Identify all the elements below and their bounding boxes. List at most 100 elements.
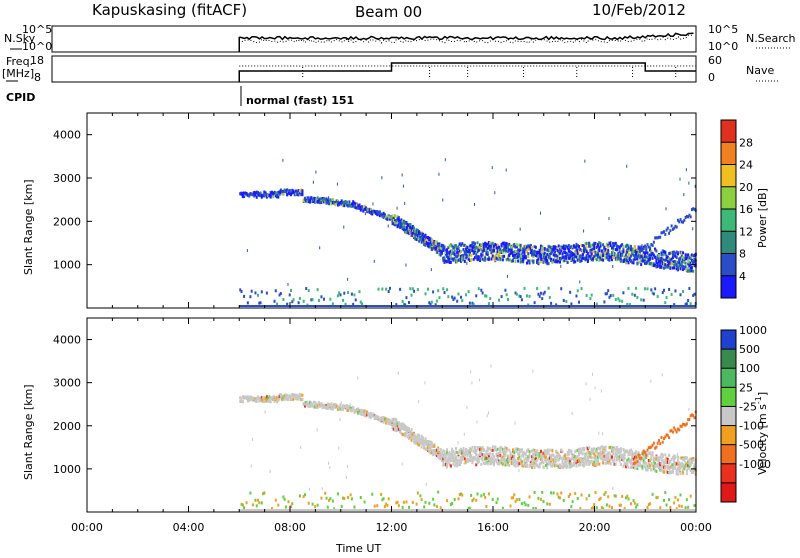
echo-mark: [561, 459, 564, 463]
echo-mark: [248, 398, 251, 402]
echo-mark: [491, 252, 494, 256]
echo-mark: [665, 296, 668, 300]
echo-mark: [679, 466, 682, 470]
echo-mark: [297, 397, 300, 401]
echo-mark: [515, 245, 518, 249]
echo-mark: [482, 242, 485, 246]
echo-mark: [660, 258, 663, 262]
echo-mark: [650, 453, 653, 457]
echo-mark: [646, 243, 649, 247]
echo-mark: [375, 210, 378, 214]
echo-mark: [610, 241, 613, 245]
echo-mark: [586, 459, 589, 463]
echo-mark: [692, 414, 695, 418]
echo-mark: [468, 447, 471, 451]
echo-mark: [569, 462, 572, 466]
echo-mark: [659, 265, 662, 269]
echo-mark: [605, 252, 608, 256]
echo-mark: [541, 257, 544, 261]
echo-mark: [675, 267, 678, 271]
echo-mark: [420, 445, 423, 449]
echo-mark: [597, 455, 600, 459]
echo-mark: [564, 460, 567, 464]
echo-mark: [402, 223, 405, 227]
echo-mark: [505, 246, 508, 250]
echo-mark: [635, 461, 638, 465]
echo-mark: [674, 461, 677, 465]
x-tick-label: 16:00: [477, 521, 509, 534]
echo-mark: [416, 440, 419, 444]
echo-mark: [468, 244, 471, 248]
echo-mark: [578, 300, 581, 304]
echo-mark: [684, 215, 687, 219]
echo-mark: [251, 503, 254, 507]
echo-mark: [394, 423, 397, 427]
echo-mark: [683, 260, 686, 264]
echo-mark: [562, 454, 565, 458]
echo-mark: [514, 421, 516, 425]
echo-mark: [580, 258, 583, 262]
echo-mark: [442, 460, 445, 464]
echo-mark: [664, 232, 667, 236]
echo-mark: [348, 406, 351, 410]
echo-mark: [574, 458, 577, 462]
echo-mark: [359, 205, 362, 209]
echo-mark: [565, 254, 568, 258]
echo-mark: [600, 445, 603, 449]
echo-mark: [415, 438, 418, 442]
echo-mark: [457, 251, 460, 255]
echo-mark: [567, 249, 570, 253]
echo-mark: [364, 410, 367, 414]
echo-mark: [610, 246, 613, 250]
echo-mark: [438, 172, 440, 176]
echo-mark: [433, 246, 436, 250]
echo-mark: [536, 254, 539, 258]
echo-mark: [418, 236, 421, 240]
echo-mark: [649, 246, 652, 250]
echo-mark: [655, 261, 658, 265]
echo-mark: [303, 196, 306, 200]
echo-mark: [534, 457, 537, 461]
echo-mark: [418, 443, 421, 447]
echo-mark: [439, 506, 442, 510]
echo-mark: [657, 260, 660, 264]
echo-mark: [503, 254, 506, 258]
echo-mark: [673, 457, 676, 461]
echo-mark: [281, 190, 284, 194]
echo-mark: [373, 415, 376, 419]
echo-mark: [413, 232, 416, 236]
echo-mark: [636, 503, 639, 507]
echo-mark: [633, 257, 636, 261]
echo-mark: [424, 438, 427, 442]
echo-mark: [579, 255, 582, 259]
echo-mark: [550, 245, 553, 249]
echo-mark: [282, 192, 285, 196]
echo-mark: [480, 452, 483, 456]
echo-mark: [571, 454, 574, 458]
echo-mark: [564, 454, 567, 458]
echo-mark: [558, 256, 561, 260]
echo-mark: [588, 451, 591, 455]
echo-mark: [246, 395, 249, 399]
echo-mark: [593, 503, 596, 507]
echo-mark: [414, 234, 417, 238]
echo-mark: [607, 495, 610, 499]
echo-mark: [477, 456, 480, 460]
echo-mark: [458, 252, 461, 256]
echo-mark: [254, 399, 257, 403]
echo-mark: [377, 287, 380, 291]
echo-mark: [451, 249, 454, 253]
echo-mark: [463, 432, 465, 436]
echo-mark: [685, 462, 688, 466]
echo-mark: [524, 456, 527, 460]
echo-mark: [276, 193, 279, 197]
echo-mark: [468, 506, 471, 510]
echo-mark: [430, 268, 432, 272]
echo-mark: [569, 458, 572, 462]
echo-mark: [288, 293, 291, 297]
echo-mark: [533, 457, 536, 461]
echo-mark: [642, 253, 645, 257]
echo-mark: [500, 446, 503, 450]
echo-mark: [448, 453, 451, 457]
velocity-x-ticks: 00:00 04:00 08:00 12:00 16:00 20:00 00:00: [71, 318, 712, 534]
